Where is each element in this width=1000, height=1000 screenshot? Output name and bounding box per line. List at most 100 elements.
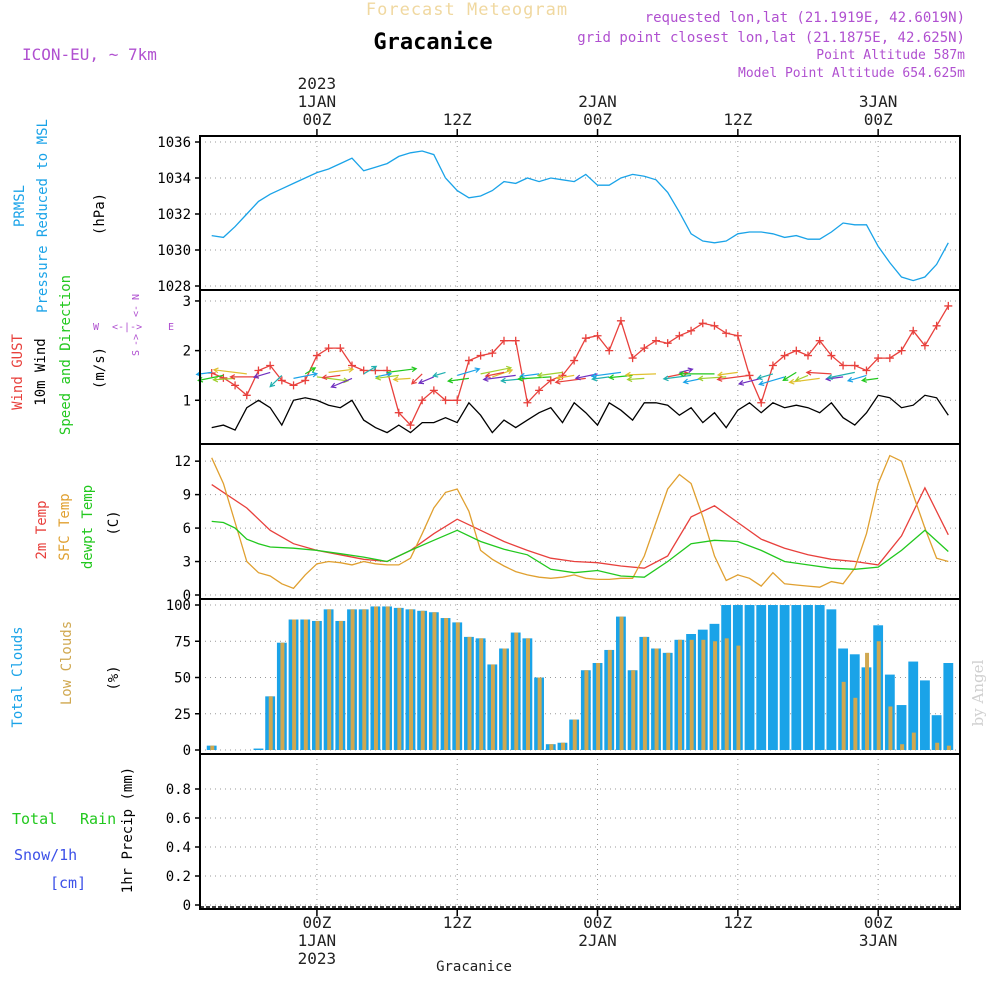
time-label-bottom: 00Z (583, 913, 612, 932)
wind-direction-arrow (446, 377, 469, 384)
wind-direction-arrow (758, 376, 785, 386)
panel-frame (199, 753, 961, 910)
y-tick-label: 1030 (157, 243, 191, 259)
footer-location: Gracanice (436, 959, 512, 975)
cloud-low-bar (946, 745, 951, 750)
gust-marker (441, 396, 450, 405)
cloud-low-bar (549, 744, 554, 750)
cloud-total-bar (253, 748, 264, 750)
time-label-top: 00Z (864, 110, 893, 129)
temp-label-dew: dewpt Temp (80, 485, 96, 569)
model-label: ICON-EU, ~ 7km (22, 45, 157, 64)
gust-marker (897, 346, 906, 355)
time-label-top: 1JAN (298, 92, 337, 111)
time-label-top: 00Z (583, 110, 612, 129)
cloud-total-bar (791, 605, 802, 750)
gust-marker (663, 339, 672, 348)
gust-marker (733, 331, 742, 340)
wind-label-10m: 10m Wind (33, 338, 49, 405)
panel-wind: 1 2 3 (183, 289, 961, 445)
gust-marker (429, 386, 438, 395)
y-tick-label: 0.6 (166, 811, 191, 827)
gust-marker (523, 398, 532, 407)
gust-marker (932, 321, 941, 330)
wind-direction-arrow (269, 374, 283, 388)
time-label-top: 12Z (443, 110, 472, 129)
time-axis: 20231JAN00Z00Z1JAN202312Z12Z2JAN00Z00Z2J… (298, 74, 898, 968)
gust-marker (920, 341, 929, 350)
wind-direction-arrow (716, 374, 750, 382)
gust-marker (862, 366, 871, 375)
wind-direction-arrow (662, 374, 692, 382)
wind-direction-arrow (328, 366, 355, 373)
y-tick-label: 0 (183, 743, 191, 759)
wind-direction-arrow (517, 375, 551, 382)
cloud-low-bar (467, 636, 472, 750)
gust-marker (768, 361, 777, 370)
cloud-total-bar (908, 661, 919, 750)
gust-marker (406, 421, 415, 430)
panel-frame (199, 135, 961, 291)
cloud-low-bar (444, 618, 449, 750)
gust-marker (336, 344, 345, 353)
wind-direction-arrow (554, 377, 586, 385)
precip-label-total: Total (12, 810, 57, 828)
gust-marker (757, 398, 766, 407)
cloud-low-bar (338, 620, 343, 750)
y-tick-label: 1032 (157, 207, 191, 223)
gust-marker (348, 361, 356, 370)
gust-marker (324, 344, 333, 353)
series-dewpt-temp-line (211, 520, 949, 578)
gust-marker (616, 316, 625, 325)
wind-direction-arrow (737, 377, 762, 386)
cloud-low-bar (315, 620, 320, 750)
time-label-bottom: 2JAN (578, 931, 617, 950)
cloud-low-bar (397, 607, 402, 750)
cloud-total-bar (744, 605, 755, 750)
gust-marker (277, 376, 286, 385)
gust-marker (850, 361, 859, 370)
cloud-low-bar (292, 619, 297, 750)
time-label-bottom: 00Z (302, 913, 331, 932)
wind-direction-arrow (252, 371, 271, 379)
cloud-low-bar (724, 638, 729, 750)
cloud-low-bar (607, 649, 612, 750)
cloud-low-bar (350, 609, 355, 750)
gust-marker (546, 376, 555, 385)
point-altitude: Point Altitude 587m (816, 48, 965, 63)
cloud-low-bar (900, 744, 905, 750)
wind-direction-arrow (555, 374, 575, 381)
wind-direction-arrow (392, 376, 411, 383)
y-tick-label: 1 (183, 393, 191, 409)
cloud-low-bar (888, 706, 893, 750)
wind-labels: Wind GUST 10m Wind Speed and Direction (… (10, 275, 174, 435)
cloud-low-bar (385, 606, 390, 750)
wind-direction-arrow (212, 376, 236, 383)
compass-n-arrow: <- (131, 305, 142, 317)
cloud-total-bar (756, 605, 767, 750)
wind-direction-arrow (330, 377, 353, 389)
precip-label-snow-unit: [cm] (50, 874, 86, 892)
cloud-low-bar (677, 639, 682, 750)
gust-marker (570, 356, 579, 365)
gust-marker (874, 354, 883, 363)
pressure-label-prmsl: PRMSL (12, 185, 28, 227)
wind-direction-arrow (212, 367, 247, 375)
cloud-total-bar (896, 705, 907, 750)
gust-marker (464, 356, 473, 365)
cloud-low-bar (642, 636, 647, 750)
temp-label-unit: (C) (106, 510, 122, 535)
panel-temperature: 0 3 6 9 12 (174, 443, 961, 604)
gust-marker (839, 361, 848, 370)
wind-direction-arrow (536, 371, 563, 378)
cloud-low-bar (455, 622, 460, 750)
gust-marker (242, 391, 251, 400)
cloud-low-bar (420, 610, 425, 750)
chart-panels: 1028103010321034103612303691202550751000… (157, 135, 961, 914)
y-tick-label: 3 (183, 555, 191, 571)
temperature-labels: 2m Temp SFC Temp dewpt Temp (C) (34, 485, 122, 569)
y-tick-label: 100 (166, 598, 191, 614)
time-label-bottom: 12Z (443, 913, 472, 932)
wind-direction-arrow (432, 371, 446, 378)
wind-direction-arrow (826, 371, 855, 380)
